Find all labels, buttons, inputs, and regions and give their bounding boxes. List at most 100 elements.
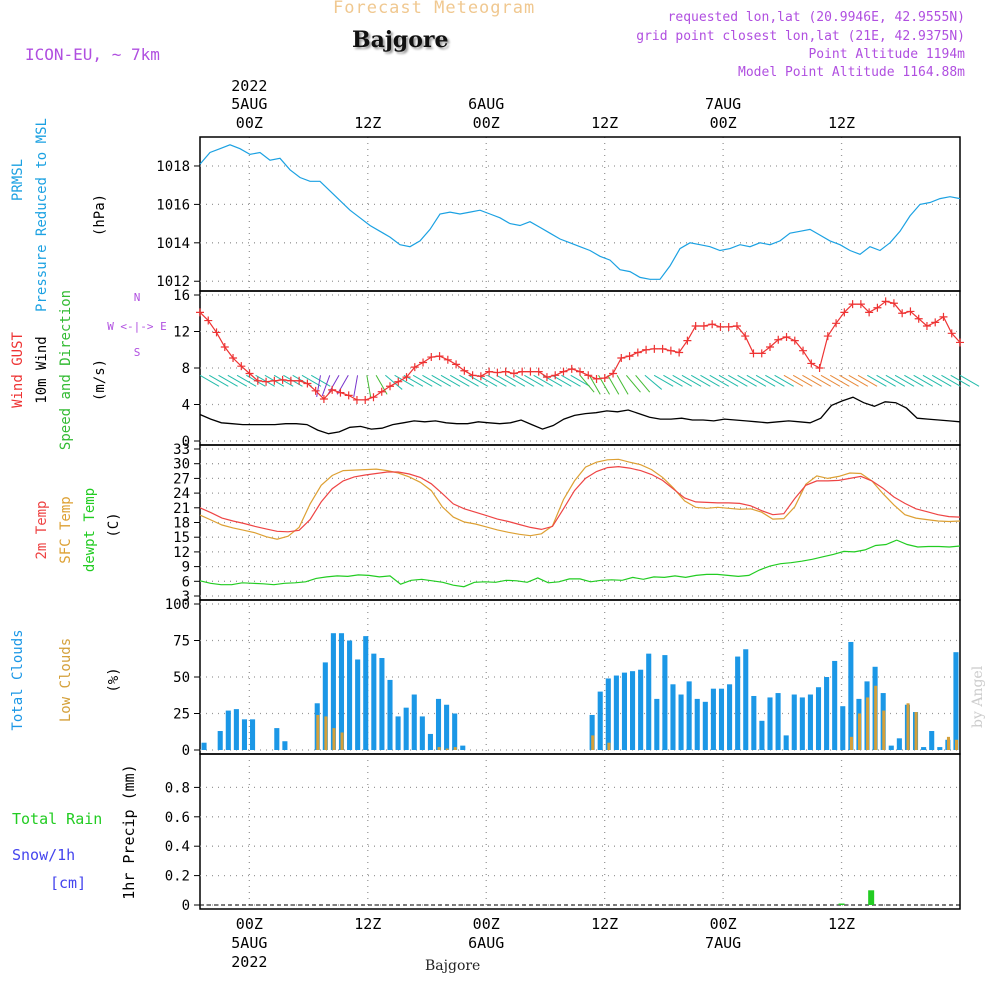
gust-marker — [559, 367, 568, 376]
ytick-label-precip: 0.8 — [165, 780, 190, 796]
total-cloud-bar — [630, 671, 636, 750]
wind-direction-arrow — [737, 374, 757, 387]
x-bottom-date-label: 6AUG — [468, 934, 504, 952]
gust-marker — [534, 367, 543, 376]
gust-marker — [609, 369, 618, 378]
total-cloud-bar — [767, 697, 773, 750]
ytick-label-precip: 0 — [182, 898, 190, 914]
total-cloud-bar — [888, 745, 894, 750]
low-cloud-bar — [882, 710, 886, 750]
total-cloud-bar — [460, 745, 466, 750]
total-cloud-bar — [759, 720, 765, 750]
wind-direction-arrow — [700, 374, 720, 387]
gust-marker — [732, 322, 741, 331]
wind-direction-arrow — [459, 374, 479, 387]
gust-marker — [592, 374, 601, 383]
gust-marker — [898, 309, 907, 318]
ytick-label-pressure: 1018 — [156, 159, 190, 175]
total-cloud-bar — [840, 706, 846, 750]
gust-marker — [501, 367, 510, 376]
total-cloud-bar — [937, 747, 943, 750]
gust-marker — [600, 374, 609, 383]
wind-direction-arrow — [959, 374, 980, 387]
gust-marker — [873, 303, 882, 312]
gust-marker — [865, 308, 874, 317]
total-cloud-bar — [597, 691, 603, 750]
wind-direction-arrow — [199, 374, 220, 387]
gust-marker — [352, 395, 361, 404]
wind-direction-arrow — [468, 374, 489, 387]
gust-marker — [617, 353, 626, 362]
wind-direction-arrow — [514, 374, 535, 387]
gust-marker — [336, 388, 345, 397]
total-cloud-bar — [250, 719, 256, 750]
gust-marker — [229, 353, 238, 362]
wind-direction-arrow — [709, 374, 730, 387]
temp-2m-line — [199, 465, 961, 533]
x-bottom-year-label: 2022 — [231, 953, 267, 971]
x-top-time-label: 00Z — [236, 114, 263, 132]
total-cloud-bar — [444, 704, 450, 750]
chart-title: Forecast Meteogram — [333, 0, 536, 18]
gust-marker — [262, 377, 271, 386]
x-bottom-date-label: 5AUG — [231, 934, 267, 952]
gust-marker — [270, 376, 279, 385]
location-title: Bajgore — [352, 27, 449, 53]
total-cloud-bar — [201, 742, 207, 750]
gust-marker — [328, 385, 337, 394]
rain-bar — [838, 903, 845, 905]
x-top-date-label: 7AUG — [705, 95, 741, 113]
gust-marker — [452, 360, 461, 369]
wind-direction-arrow — [579, 374, 595, 393]
wind-direction-arrow — [366, 375, 372, 398]
gust-marker — [344, 391, 353, 400]
gust-marker — [468, 371, 477, 380]
total-cloud-bar — [330, 633, 336, 750]
temp-label-sfc: SFC Temp — [58, 496, 74, 563]
wind-direction-arrow — [588, 375, 601, 395]
gust-marker — [542, 373, 551, 382]
wind-direction-arrow — [653, 374, 674, 387]
wind-direction-arrow — [931, 374, 952, 387]
wind-direction-arrow — [672, 374, 692, 387]
total-cloud-bar — [379, 658, 385, 750]
total-cloud-bar — [403, 707, 409, 750]
wind-direction-arrow — [607, 375, 620, 395]
x-bottom-time-label: 12Z — [828, 915, 855, 933]
precip-label-unit: [cm] — [50, 874, 86, 892]
total-cloud-bar — [686, 681, 692, 750]
ytick-label-pressure: 1014 — [156, 236, 190, 252]
compass-n: N — [134, 291, 141, 304]
gust-marker — [815, 364, 824, 372]
x-top-time-label: 12Z — [354, 114, 381, 132]
wind-direction-arrow — [273, 374, 294, 387]
gust-marker — [584, 371, 593, 380]
gust-marker — [410, 363, 419, 372]
ytick-label-precip: 0.2 — [165, 869, 190, 885]
total-cloud-bar — [710, 688, 716, 750]
total-cloud-bar — [338, 633, 345, 750]
ytick-label-wind: 16 — [173, 288, 190, 304]
total-cloud-bar — [662, 655, 668, 750]
total-cloud-bar — [807, 694, 813, 750]
gust-marker — [212, 328, 221, 337]
gust-marker — [766, 343, 774, 352]
gust-marker — [650, 344, 659, 353]
total-cloud-bar — [435, 698, 442, 750]
gust-marker — [774, 335, 783, 344]
gust-marker — [204, 316, 213, 325]
ytick-label-precip: 0.6 — [165, 810, 190, 826]
total-cloud-bar — [605, 678, 611, 750]
gust-marker — [237, 362, 246, 371]
gust-marker — [947, 329, 956, 338]
low-cloud-bar — [874, 685, 878, 750]
low-cloud-bar — [316, 714, 320, 750]
ytick-label-wind: 8 — [182, 361, 190, 377]
wind-speed-line — [199, 396, 961, 435]
ytick-label-clouds: 50 — [173, 670, 190, 686]
ytick-label-temperature: 15 — [173, 530, 190, 546]
precip-frame — [199, 753, 961, 910]
sfc-temp-line — [199, 458, 961, 540]
low-cloud-bar — [906, 703, 910, 750]
total-cloud-bar — [347, 640, 353, 750]
